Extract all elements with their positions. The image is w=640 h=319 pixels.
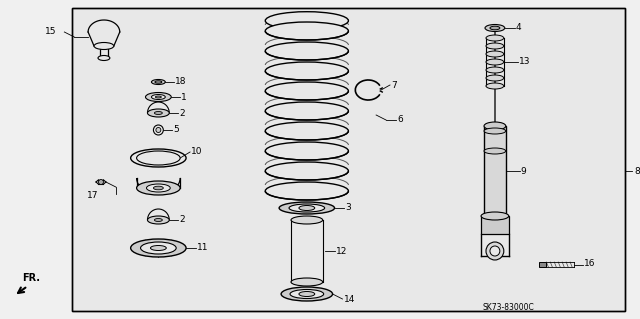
Ellipse shape bbox=[265, 12, 348, 30]
Text: 4: 4 bbox=[516, 24, 522, 33]
Text: 17: 17 bbox=[87, 191, 99, 201]
Ellipse shape bbox=[152, 79, 165, 85]
Text: 8: 8 bbox=[634, 167, 640, 175]
Ellipse shape bbox=[94, 42, 114, 49]
Ellipse shape bbox=[265, 182, 348, 200]
Ellipse shape bbox=[156, 96, 161, 98]
Ellipse shape bbox=[145, 93, 172, 101]
Ellipse shape bbox=[291, 278, 323, 286]
Ellipse shape bbox=[131, 239, 186, 257]
Text: 6: 6 bbox=[397, 115, 403, 124]
Bar bbox=[72, 8, 625, 311]
Text: 2: 2 bbox=[179, 216, 185, 225]
Text: 12: 12 bbox=[335, 247, 347, 256]
Ellipse shape bbox=[490, 26, 500, 30]
Ellipse shape bbox=[481, 212, 509, 220]
Ellipse shape bbox=[485, 25, 505, 32]
Text: 18: 18 bbox=[175, 78, 187, 86]
Ellipse shape bbox=[486, 59, 504, 65]
Text: 14: 14 bbox=[344, 294, 355, 303]
Ellipse shape bbox=[289, 204, 324, 212]
Text: SK73-83000C: SK73-83000C bbox=[482, 303, 534, 313]
Bar bbox=[72, 8, 625, 311]
Ellipse shape bbox=[299, 205, 315, 211]
Ellipse shape bbox=[291, 216, 323, 224]
Bar bbox=[540, 262, 547, 267]
Ellipse shape bbox=[279, 202, 335, 214]
Ellipse shape bbox=[486, 75, 504, 81]
Ellipse shape bbox=[486, 35, 504, 41]
Ellipse shape bbox=[486, 67, 504, 73]
Ellipse shape bbox=[98, 56, 110, 61]
Text: 1: 1 bbox=[181, 93, 187, 101]
Ellipse shape bbox=[486, 43, 504, 49]
Text: 15: 15 bbox=[45, 27, 56, 36]
Ellipse shape bbox=[484, 122, 506, 130]
Ellipse shape bbox=[484, 128, 506, 134]
Text: 10: 10 bbox=[191, 146, 202, 155]
Bar bbox=[481, 216, 509, 234]
Ellipse shape bbox=[299, 292, 315, 296]
Ellipse shape bbox=[265, 142, 348, 160]
Ellipse shape bbox=[155, 81, 162, 83]
Bar bbox=[484, 126, 506, 216]
Text: 7: 7 bbox=[391, 80, 397, 90]
Ellipse shape bbox=[150, 246, 166, 250]
Text: 9: 9 bbox=[520, 167, 526, 175]
Ellipse shape bbox=[265, 82, 348, 100]
Text: 16: 16 bbox=[584, 259, 595, 269]
Ellipse shape bbox=[147, 184, 170, 192]
Ellipse shape bbox=[265, 162, 348, 180]
Ellipse shape bbox=[265, 42, 348, 60]
Ellipse shape bbox=[136, 181, 180, 195]
Ellipse shape bbox=[265, 122, 348, 140]
Ellipse shape bbox=[154, 219, 163, 221]
Ellipse shape bbox=[147, 109, 169, 117]
Ellipse shape bbox=[281, 287, 333, 301]
Ellipse shape bbox=[136, 151, 180, 165]
Ellipse shape bbox=[141, 242, 176, 254]
Circle shape bbox=[99, 180, 104, 184]
Ellipse shape bbox=[265, 62, 348, 80]
Ellipse shape bbox=[290, 290, 324, 299]
Ellipse shape bbox=[154, 125, 163, 135]
Text: 5: 5 bbox=[173, 125, 179, 135]
Circle shape bbox=[486, 242, 504, 260]
Ellipse shape bbox=[486, 51, 504, 57]
Circle shape bbox=[490, 246, 500, 256]
Text: 11: 11 bbox=[197, 243, 209, 253]
Ellipse shape bbox=[147, 216, 169, 224]
Ellipse shape bbox=[156, 128, 161, 132]
Ellipse shape bbox=[154, 112, 163, 115]
Ellipse shape bbox=[486, 83, 504, 89]
Ellipse shape bbox=[265, 102, 348, 120]
Text: 2: 2 bbox=[179, 108, 185, 117]
Text: FR.: FR. bbox=[22, 273, 40, 283]
Ellipse shape bbox=[265, 22, 348, 40]
Ellipse shape bbox=[484, 148, 506, 154]
Text: 13: 13 bbox=[518, 57, 530, 66]
Ellipse shape bbox=[152, 94, 165, 100]
Text: 3: 3 bbox=[346, 204, 351, 212]
Ellipse shape bbox=[154, 186, 163, 190]
